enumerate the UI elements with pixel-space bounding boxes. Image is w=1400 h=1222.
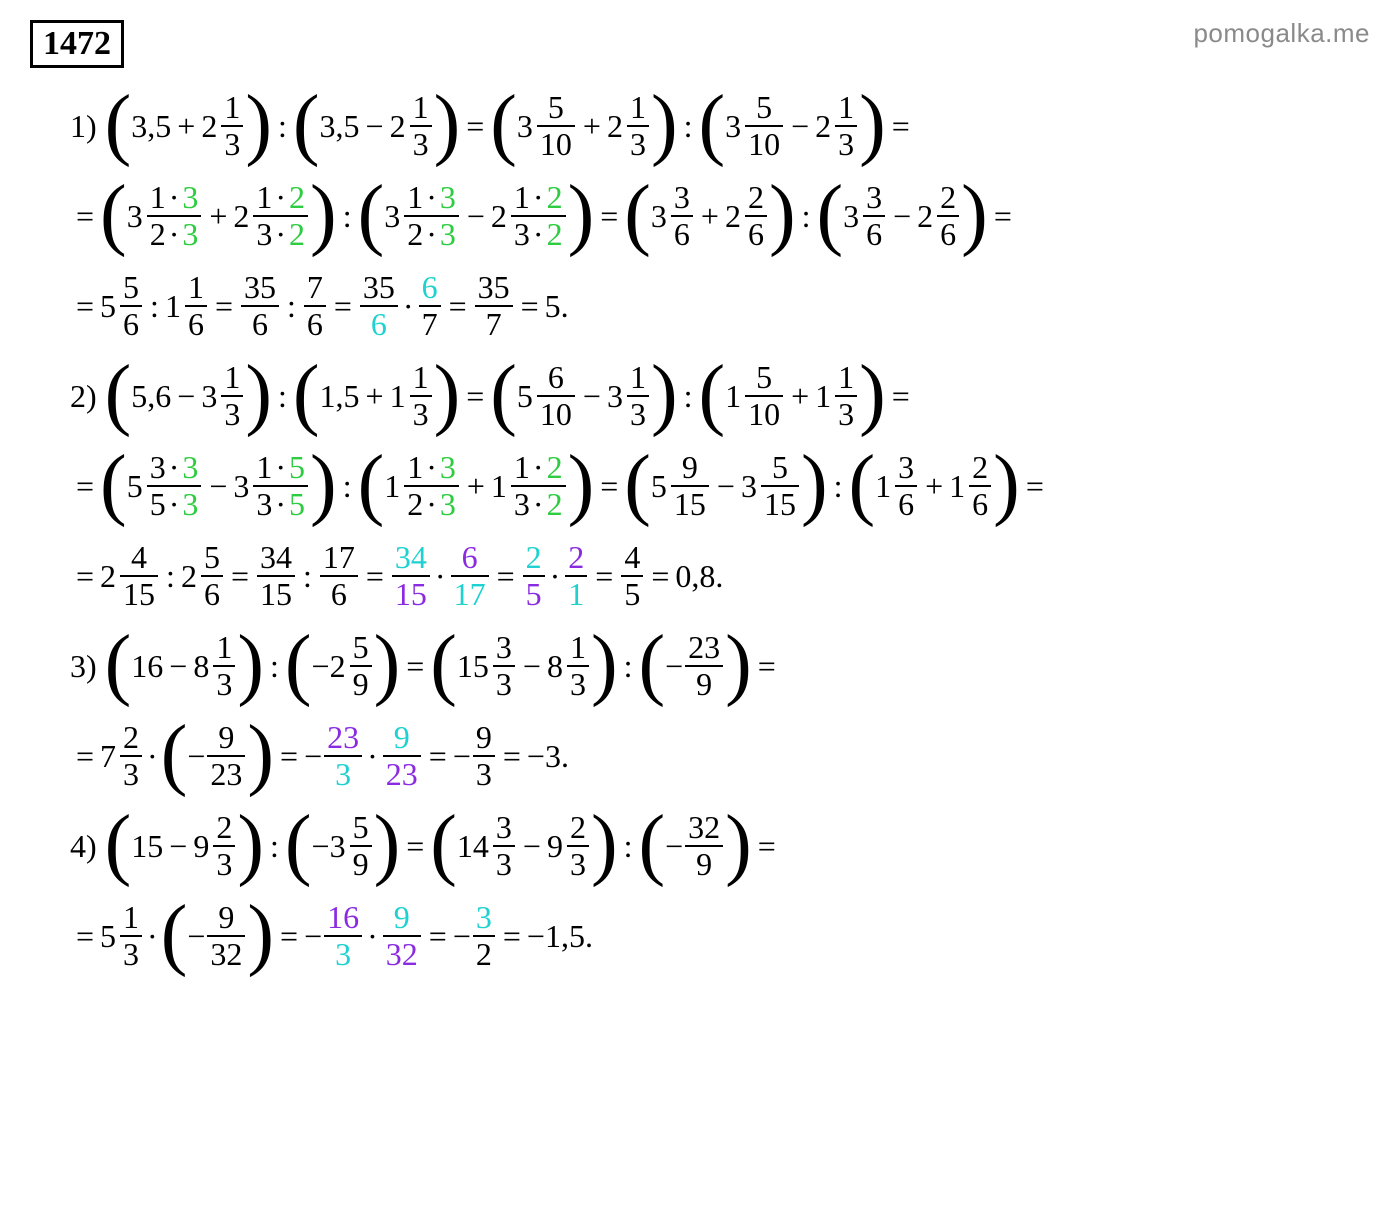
line-3-2: = 7 23 · ( − 923 ) = − 233 · 923 = − 93 … [70,716,1370,796]
line-2-1: 2) ( 5,6 − 3 13 ) : ( 1,5 + 1 13 ) = ( 5… [70,356,1370,436]
colon: : [684,110,693,142]
lparen: ( [624,174,651,254]
colon: : [343,200,352,232]
mixed: 2 26 [725,180,769,252]
minus: − [893,200,911,232]
mixed: 3 36 [651,180,695,252]
mixed: 2 26 [917,180,961,252]
eq: = [334,290,352,322]
rparen: ) [245,84,272,164]
plus: + [177,110,195,142]
minus: − [791,110,809,142]
lparen: ( [490,84,517,164]
eq: = [76,290,94,322]
lparen: ( [293,84,320,164]
plus: + [209,200,227,232]
line-3-1: 3) ( 16 − 8 13 ) : ( −2 59 ) = ( 15 33 −… [70,626,1370,706]
colon: : [287,290,296,322]
frac: 67 [419,270,441,342]
item-4-label: 4) [70,830,97,862]
lparen: ( [358,174,385,254]
lparen: ( [698,84,725,164]
dot: · [403,290,414,322]
mixed: 2 13 [201,90,245,162]
rparen: ) [961,174,988,254]
eq: = [466,110,484,142]
line-1-3: = 5 56 : 1 16 = 356 : 76 = 356 · 67 = 35… [70,266,1370,346]
frac: 76 [304,270,326,342]
line-4-2: = 5 13 · ( − 932 ) = − 163 · 932 = − 32 … [70,896,1370,976]
eq: = [994,200,1012,232]
lparen: ( [100,174,127,254]
mixed: 2 1·2 3·2 [233,180,310,252]
minus: − [467,200,485,232]
line-2-3: = 2 415 : 2 56 = 3415 : 176 = 3415 · 617… [70,536,1370,616]
mixed: 2 13 [390,90,434,162]
result: 5. [545,290,569,322]
lparen: ( [816,174,843,254]
line-1-1: 1) ( 3,5 + 2 13 ) : ( 3,5 − 2 13 ) = ( 3… [70,86,1370,166]
colon: : [802,200,811,232]
line-2-2: = ( 5 3·3 5·3 − 3 1·5 3·5 ) : ( 1 1·3 2·… [70,446,1370,526]
mixed: 2 13 [607,90,651,162]
eq: = [215,290,233,322]
eq: = [521,290,539,322]
frac: 357 [475,270,513,342]
watermark: pomogalka.me [1193,18,1370,49]
rparen: ) [434,84,461,164]
mixed: 3 36 [843,180,887,252]
rparen: ) [310,174,337,254]
rparen: ) [651,84,678,164]
solution-body: 1) ( 3,5 + 2 13 ) : ( 3,5 − 2 13 ) = ( 3… [30,86,1370,976]
frac: 356 [360,270,398,342]
plus: + [583,110,601,142]
mixed: 2 1·2 3·2 [491,180,568,252]
eq: = [76,200,94,232]
line-1-2: = ( 3 1·3 2·3 + 2 1·2 3·2 ) : ( 3 1·3 2·… [70,176,1370,256]
mixed: 2 13 [815,90,859,162]
minus: − [366,110,384,142]
lparen: ( [105,354,132,434]
num: 3,5 [320,110,360,142]
eq: = [892,110,910,142]
frac: 356 [241,270,279,342]
rparen: ) [769,174,796,254]
eq: = [600,200,618,232]
colon: : [150,290,159,322]
item-2-label: 2) [70,380,97,412]
problem-number-box: 1472 [30,20,124,68]
mixed: 1 16 [165,270,209,342]
line-4-1: 4) ( 15 − 9 23 ) : ( −3 59 ) = ( 14 33 −… [70,806,1370,886]
colon: : [278,110,287,142]
num: 3,5 [131,110,171,142]
mixed: 3 510 [517,90,577,162]
mixed: 3 1·3 2·3 [384,180,461,252]
item-1-label: 1) [70,110,97,142]
mixed: 3 1·3 2·3 [127,180,204,252]
mixed: 3 510 [725,90,785,162]
lparen: ( [105,84,132,164]
rparen: ) [859,84,886,164]
mixed: 5 56 [100,270,144,342]
rparen: ) [568,174,595,254]
item-3-label: 3) [70,650,97,682]
plus: + [701,200,719,232]
eq: = [449,290,467,322]
